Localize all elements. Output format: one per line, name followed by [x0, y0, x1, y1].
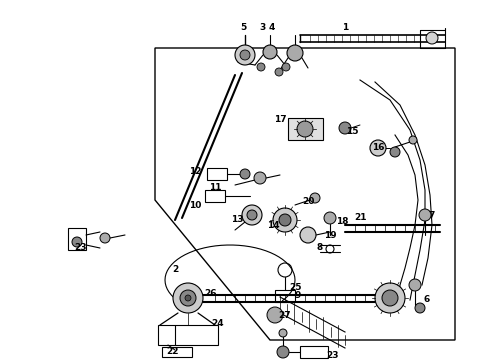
Text: 23: 23: [326, 351, 338, 360]
Circle shape: [370, 140, 386, 156]
Circle shape: [287, 45, 303, 61]
Text: 8: 8: [317, 243, 323, 252]
Circle shape: [267, 307, 283, 323]
Circle shape: [409, 136, 417, 144]
Text: 15: 15: [346, 127, 358, 136]
Circle shape: [275, 68, 283, 76]
Circle shape: [180, 290, 196, 306]
Text: 4: 4: [269, 23, 275, 32]
Text: 14: 14: [267, 220, 279, 230]
Bar: [68, 228, 86, 250]
Text: 23: 23: [74, 243, 86, 252]
Text: 11: 11: [209, 184, 221, 193]
Circle shape: [297, 121, 313, 137]
Circle shape: [240, 169, 250, 179]
Circle shape: [273, 208, 297, 232]
Text: 3: 3: [259, 23, 265, 32]
Circle shape: [426, 32, 438, 44]
Text: 22: 22: [166, 347, 178, 356]
Bar: [300, 346, 328, 358]
Text: 1: 1: [342, 23, 348, 32]
Circle shape: [72, 237, 82, 247]
Text: 20: 20: [302, 198, 314, 207]
Bar: [288, 118, 323, 140]
Circle shape: [375, 283, 405, 313]
Text: 21: 21: [354, 213, 366, 222]
Bar: [158, 325, 218, 345]
Circle shape: [242, 205, 262, 225]
Text: 10: 10: [189, 201, 201, 210]
Circle shape: [279, 329, 287, 337]
Text: 12: 12: [189, 167, 201, 176]
Text: 2: 2: [172, 266, 178, 274]
Circle shape: [324, 212, 336, 224]
Circle shape: [257, 63, 265, 71]
Text: 9: 9: [295, 291, 301, 300]
Circle shape: [263, 45, 277, 59]
Bar: [275, 290, 295, 302]
Circle shape: [390, 147, 400, 157]
Text: 17: 17: [274, 116, 286, 125]
Circle shape: [310, 193, 320, 203]
Circle shape: [173, 283, 203, 313]
Circle shape: [277, 346, 289, 358]
Circle shape: [409, 279, 421, 291]
Text: 27: 27: [279, 310, 292, 320]
Circle shape: [279, 214, 291, 226]
Circle shape: [282, 63, 290, 71]
Circle shape: [300, 227, 316, 243]
Text: 26: 26: [204, 288, 216, 297]
Text: 24: 24: [212, 319, 224, 328]
Text: 13: 13: [231, 216, 243, 225]
Circle shape: [254, 172, 266, 184]
Bar: [162, 347, 192, 357]
Text: 6: 6: [424, 296, 430, 305]
Circle shape: [100, 233, 110, 243]
Circle shape: [415, 303, 425, 313]
Bar: [207, 168, 227, 180]
Text: 18: 18: [336, 217, 348, 226]
Text: 16: 16: [372, 144, 384, 153]
Text: 25: 25: [289, 284, 301, 292]
Text: 19: 19: [324, 230, 336, 239]
Circle shape: [240, 50, 250, 60]
Circle shape: [382, 290, 398, 306]
Text: 5: 5: [240, 23, 246, 32]
Circle shape: [339, 122, 351, 134]
Circle shape: [247, 210, 257, 220]
Bar: [205, 190, 225, 202]
Circle shape: [235, 45, 255, 65]
Circle shape: [185, 295, 191, 301]
Text: 7: 7: [429, 211, 435, 220]
Circle shape: [419, 209, 431, 221]
